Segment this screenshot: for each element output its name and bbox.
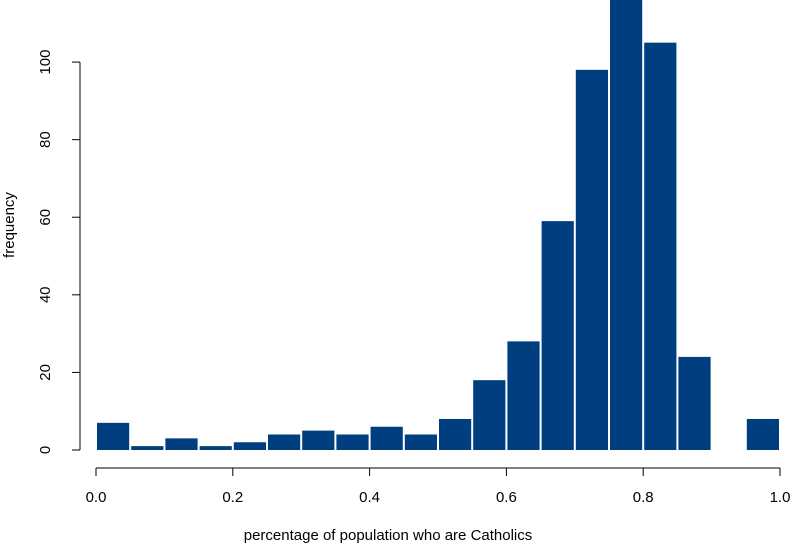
- x-axis: 0.0 0.2 0.4 0.6 0.8 1.0: [86, 467, 791, 506]
- histogram-bar: [131, 446, 164, 450]
- x-tick-label: 1.0: [770, 489, 791, 506]
- histogram-bar: [199, 446, 232, 450]
- x-tick-label: 0.8: [633, 489, 654, 506]
- y-tick-label: 60: [37, 209, 54, 226]
- y-tick-label: 20: [37, 364, 54, 381]
- x-tick-label: 0.2: [222, 489, 243, 506]
- histogram-bar: [336, 434, 369, 450]
- histogram-bar: [370, 426, 403, 450]
- histogram-bar: [507, 341, 540, 450]
- histogram-bar: [233, 442, 266, 450]
- histogram-bar: [97, 422, 130, 450]
- x-axis-title: percentage of population who are Catholi…: [244, 527, 533, 544]
- histogram-bar: [473, 380, 506, 450]
- bars-group: [97, 0, 779, 451]
- y-tick-label: 0: [37, 446, 54, 454]
- histogram-bar: [575, 69, 608, 451]
- y-tick-label: 40: [37, 286, 54, 303]
- y-axis: 0 20 40 60 80 100: [37, 50, 81, 454]
- histogram-bar: [541, 221, 574, 450]
- y-tick-label: 80: [37, 131, 54, 148]
- histogram-bar: [439, 418, 472, 450]
- x-tick-label: 0.6: [496, 489, 517, 506]
- y-tick-label: 100: [37, 50, 54, 75]
- histogram-bar: [678, 356, 711, 450]
- histogram-bar: [644, 42, 677, 450]
- y-axis-title: frequency: [1, 192, 18, 258]
- histogram-bar: [302, 430, 335, 450]
- histogram-bar: [404, 434, 437, 450]
- histogram-bar: [268, 434, 301, 450]
- x-tick-label: 0.0: [86, 489, 107, 506]
- histogram-bar: [610, 0, 643, 450]
- histogram-bar: [746, 418, 779, 450]
- x-tick-label: 0.4: [359, 489, 380, 506]
- histogram-bar: [165, 438, 198, 450]
